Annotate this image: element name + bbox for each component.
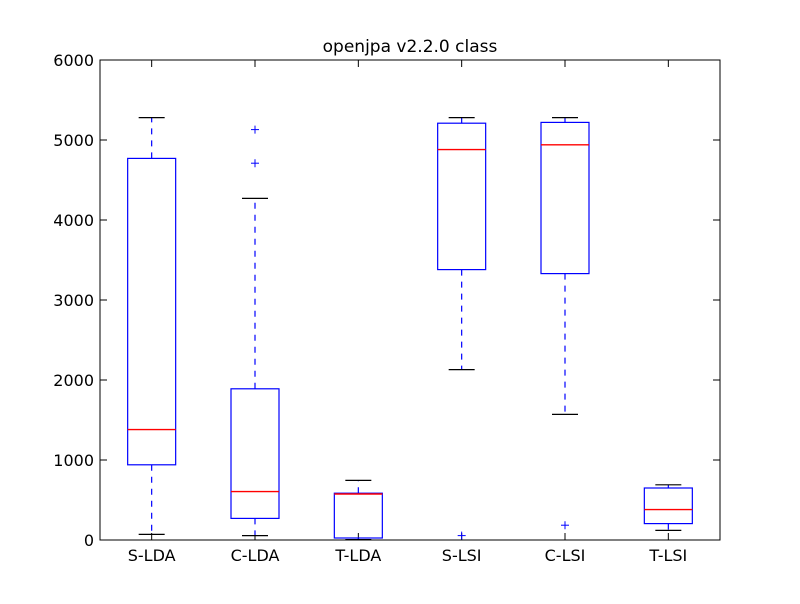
outlier-marker	[251, 125, 259, 134]
y-tick-label: 5000	[53, 131, 94, 150]
box-iqr	[333, 492, 383, 539]
x-tick-label: T-LDA	[334, 546, 381, 565]
box-s-lda	[127, 116, 177, 536]
plot-area-frame	[99, 59, 721, 541]
x-tick-label: T-LSI	[648, 546, 687, 565]
box-iqr	[127, 157, 177, 466]
box-c-lsi	[540, 116, 590, 530]
y-tick-label: 2000	[53, 371, 94, 390]
y-tick-label: 0	[84, 531, 94, 550]
y-tick-label: 4000	[53, 211, 94, 230]
x-axis: S-LDA C-LDA T-LDA S-LSI C-LSI T-LSI	[128, 60, 687, 565]
x-tick-label: S-LDA	[128, 546, 176, 565]
box-iqr	[643, 487, 693, 525]
box-iqr	[437, 122, 487, 271]
chart-title: openjpa v2.2.0 class	[323, 37, 498, 57]
outlier-marker	[561, 521, 569, 530]
y-tick-label: 6000	[53, 51, 94, 70]
y-tick-label: 3000	[53, 291, 94, 310]
box-t-lsi	[643, 484, 693, 532]
outlier-marker	[251, 159, 259, 168]
box-iqr	[230, 388, 280, 519]
box-iqr	[540, 121, 590, 275]
x-tick-label: C-LSI	[545, 546, 586, 565]
box-s-lsi	[437, 116, 487, 540]
box-series	[127, 116, 693, 541]
x-tick-label: S-LSI	[442, 546, 482, 565]
x-tick-label: C-LDA	[231, 546, 280, 565]
box-c-lda	[230, 125, 280, 537]
y-axis: 0 1000 2000 3000 4000 5000 6000	[53, 51, 720, 550]
box-t-lda	[333, 479, 383, 541]
outlier-marker	[457, 531, 466, 540]
y-tick-label: 1000	[53, 451, 94, 470]
